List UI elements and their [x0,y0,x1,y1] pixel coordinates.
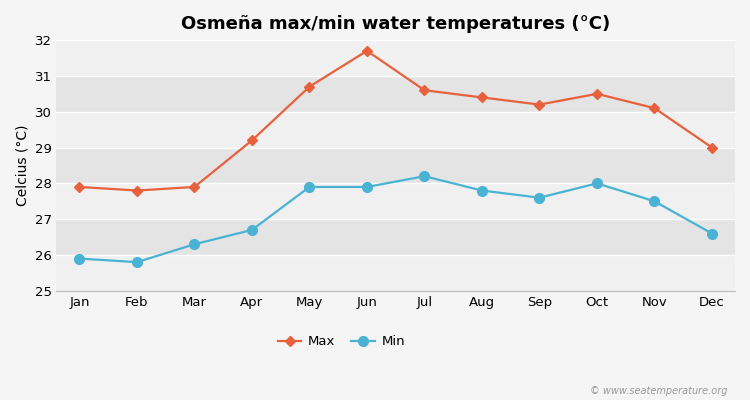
Min [592,181,602,186]
Bar [56,219,735,255]
Legend: Max, Min: Max, Min [272,330,410,354]
Max [420,88,429,93]
Max [133,188,142,193]
Max [305,84,314,89]
Max [362,48,371,53]
Max [190,184,199,189]
Text: © www.seatemperature.org: © www.seatemperature.org [590,386,728,396]
Bar [56,76,735,112]
Min [133,260,142,264]
Max [707,145,716,150]
Max [650,106,659,110]
Title: Osmeña max/min water temperatures (°C): Osmeña max/min water temperatures (°C) [181,15,610,33]
Min [535,195,544,200]
Min [248,228,256,232]
Min [420,174,429,179]
Bar [56,255,735,291]
Line: Min: Min [74,171,717,267]
Max [248,138,256,143]
Bar [56,40,735,76]
Min [190,242,199,247]
Line: Max: Max [76,47,716,194]
Min [362,184,371,189]
Bar [56,112,735,148]
Min [75,256,84,261]
Min [707,231,716,236]
Y-axis label: Celcius (°C): Celcius (°C) [15,125,29,206]
Min [650,199,659,204]
Min [305,184,314,189]
Min [478,188,487,193]
Bar [56,183,735,219]
Max [75,184,84,189]
Max [478,95,487,100]
Max [592,92,602,96]
Max [535,102,544,107]
Bar [56,148,735,183]
